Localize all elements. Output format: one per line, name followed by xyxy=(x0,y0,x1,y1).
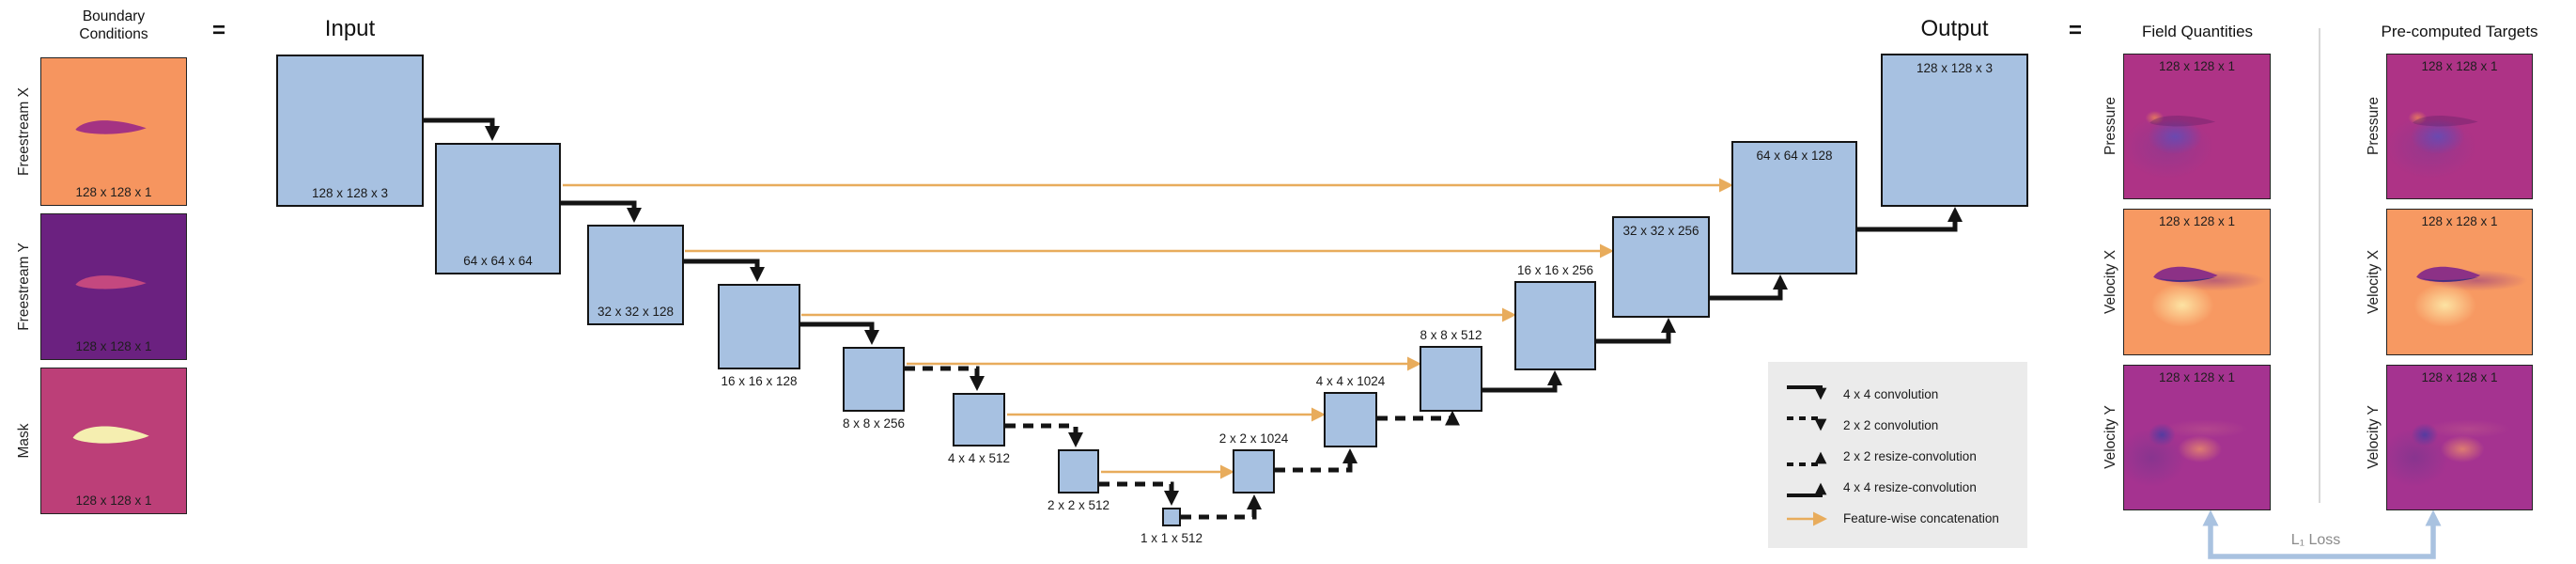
box-dim: 32 x 32 x 256 xyxy=(1622,224,1699,238)
image-dim: 128 x 128 x 1 xyxy=(75,339,152,353)
predicted-velocity-x-image: 128 x 128 x 1 xyxy=(2123,209,2271,355)
conv-2x2-arrow-icon xyxy=(1787,415,1827,431)
image-dim: 128 x 128 x 1 xyxy=(2421,59,2498,73)
freestream-y-label: Freestream Y xyxy=(16,243,32,331)
l1-loss-label: L₁ Loss xyxy=(2290,532,2341,548)
resize4-arrows xyxy=(1482,206,1963,393)
box-dim: 2 x 2 x 1024 xyxy=(1218,431,1289,446)
conv2-arrows xyxy=(905,366,1180,507)
legend-item: 4 x 4 convolution xyxy=(1783,379,2027,410)
output-title: Output xyxy=(1920,16,1989,41)
input-feature-map: 128 x 128 x 3 xyxy=(276,55,424,207)
pressure-label: Pressure xyxy=(2366,96,2382,156)
mask-label: Mask xyxy=(16,423,32,459)
concat-arrows xyxy=(563,178,1733,479)
airfoil-shape xyxy=(75,119,147,134)
encoder-feature-map: 64 x 64 x 64 xyxy=(435,143,561,274)
decoder-feature-map: 2 x 2 x 1024 xyxy=(1219,431,1288,494)
legend-item: 2 x 2 resize-convolution xyxy=(1783,441,2027,472)
velocity-x-label: Velocity X xyxy=(2366,249,2382,315)
target-velocity-y-image: 128 x 128 x 1 xyxy=(2386,365,2533,510)
equals-sign-right: = xyxy=(2069,18,2083,43)
resize-conv-2x2-arrow-icon xyxy=(1787,451,1827,466)
box-dim: 128 x 128 x 3 xyxy=(1916,61,1994,75)
legend-label: 2 x 2 resize-convolution xyxy=(1843,449,1977,463)
predicted-pressure-image: 128 x 128 x 1 xyxy=(2123,54,2271,199)
velocity-x-label: Velocity X xyxy=(2103,249,2118,315)
resize2-arrows xyxy=(1181,410,1461,520)
concat-arrow-icon xyxy=(1787,511,1827,525)
conv-4x4-arrow-icon xyxy=(1787,384,1827,400)
airfoil-shape xyxy=(2412,116,2478,127)
field-quantities-title: Field Quantities xyxy=(2141,23,2254,40)
target-pressure-image: 128 x 128 x 1 xyxy=(2386,54,2533,199)
airfoil-shape xyxy=(2153,267,2219,283)
legend-item: 4 x 4 resize-convolution xyxy=(1783,472,2027,503)
image-dim: 128 x 128 x 1 xyxy=(2158,59,2236,73)
box-dim: 4 x 4 x 1024 xyxy=(1315,374,1386,388)
l1-loss-bracket xyxy=(2202,509,2442,559)
target-velocity-x-image: 128 x 128 x 1 xyxy=(2386,209,2533,355)
legend-label: 4 x 4 resize-convolution xyxy=(1843,480,1977,494)
box-dim: 128 x 128 x 3 xyxy=(311,186,389,200)
predicted-velocity-y-image: 128 x 128 x 1 xyxy=(2123,365,2271,510)
box-dim: 16 x 16 x 256 xyxy=(1516,263,1594,277)
legend-label: Feature-wise concatenation xyxy=(1843,511,1999,525)
legend-item: Feature-wise concatenation xyxy=(1783,503,2027,534)
encoder-feature-map: 8 x 8 x 256 xyxy=(843,347,905,431)
box-dim: 2 x 2 x 512 xyxy=(1047,498,1110,512)
legend-item: 2 x 2 convolution xyxy=(1783,410,2027,441)
decoder-feature-map: 32 x 32 x 256 xyxy=(1612,212,1712,318)
box-dim: 1 x 1 x 512 xyxy=(1140,531,1203,545)
input-title: Input xyxy=(324,16,376,41)
decoder-feature-map: 64 x 64 x 128 xyxy=(1731,137,1859,274)
encoder-feature-map: 4 x 4 x 512 xyxy=(948,393,1010,465)
decoder-feature-map: 4 x 4 x 1024 xyxy=(1316,374,1385,447)
conv4-arrows xyxy=(424,118,880,346)
box-dim: 64 x 64 x 128 xyxy=(1756,149,1833,163)
box-dim: 8 x 8 x 512 xyxy=(1420,328,1482,342)
velocity-y-label: Velocity Y xyxy=(2103,405,2118,469)
image-dim: 128 x 128 x 1 xyxy=(75,494,152,508)
freestream-x-image: 128 x 128 x 1 xyxy=(40,57,187,206)
decoder-feature-map: 8 x 8 x 512 xyxy=(1420,328,1484,412)
airfoil-shape xyxy=(2149,116,2215,127)
encoder-feature-map: 32 x 32 x 128 xyxy=(587,225,684,325)
freestream-x-label: Freestream X xyxy=(16,87,32,176)
image-dim: 128 x 128 x 1 xyxy=(2158,370,2236,384)
box-dim: 8 x 8 x 256 xyxy=(842,416,906,431)
precomputed-targets-title: Pre-computed Targets xyxy=(2381,23,2538,40)
airfoil-shape xyxy=(75,275,147,290)
airfoil-shape xyxy=(2416,267,2481,283)
freestream-y-image: 128 x 128 x 1 xyxy=(40,213,187,360)
image-dim: 128 x 128 x 1 xyxy=(75,185,152,199)
resize-conv-4x4-arrow-icon xyxy=(1787,482,1827,497)
legend-label: 4 x 4 convolution xyxy=(1843,387,1939,401)
encoder-feature-map: 16 x 16 x 128 xyxy=(718,284,800,388)
bottleneck-feature-map: 1 x 1 x 512 xyxy=(1141,508,1203,545)
decoder-feature-map: 16 x 16 x 256 xyxy=(1514,263,1598,370)
legend-label: 2 x 2 convolution xyxy=(1843,418,1939,432)
encoder-feature-map: 2 x 2 x 512 xyxy=(1047,449,1110,512)
image-dim: 128 x 128 x 1 xyxy=(2158,214,2236,228)
airfoil-shape xyxy=(72,426,149,445)
image-dim: 128 x 128 x 1 xyxy=(2421,214,2498,228)
mask-image: 128 x 128 x 1 xyxy=(40,368,187,514)
velocity-y-label: Velocity Y xyxy=(2366,405,2382,469)
boundary-conditions-title: Boundary Conditions xyxy=(79,8,148,42)
box-dim: 64 x 64 x 64 xyxy=(463,254,533,268)
box-dim: 32 x 32 x 128 xyxy=(597,305,675,319)
box-dim: 4 x 4 x 512 xyxy=(947,451,1011,465)
output-feature-map: 128 x 128 x 3 xyxy=(1881,54,2028,207)
box-dim: 16 x 16 x 128 xyxy=(721,374,798,388)
equals-sign-left: = xyxy=(212,18,226,43)
pressure-label: Pressure xyxy=(2103,96,2118,156)
image-dim: 128 x 128 x 1 xyxy=(2421,370,2498,384)
legend: 4 x 4 convolution 2 x 2 convolution 2 x … xyxy=(1768,362,2027,548)
